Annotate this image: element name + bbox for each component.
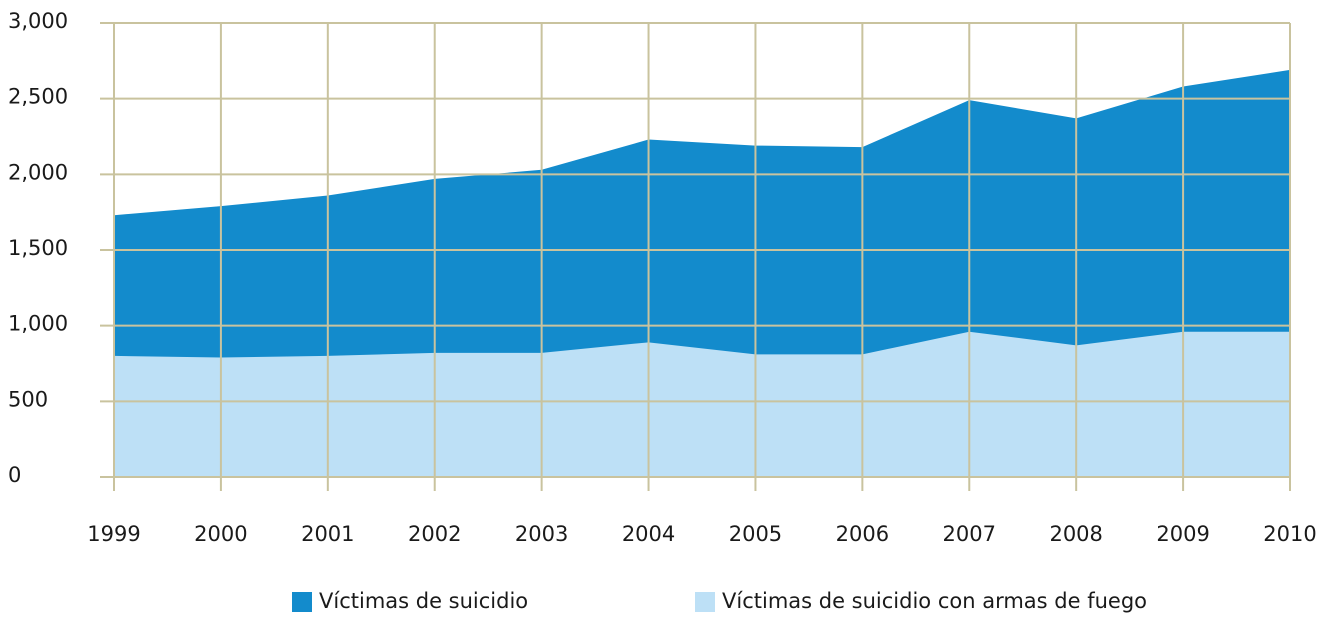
area <box>114 331 1290 477</box>
legend-swatch <box>695 592 715 612</box>
legend-label: Víctimas de suicidio <box>319 589 528 613</box>
x-tick-label: 1999 <box>87 522 140 546</box>
y-tick-label: 2,500 <box>8 85 68 109</box>
x-tick-label: 2000 <box>194 522 247 546</box>
y-tick-label: 2,000 <box>8 160 68 184</box>
x-tick-label: 2001 <box>301 522 354 546</box>
x-tick-label: 2004 <box>622 522 675 546</box>
y-tick-label: 1,000 <box>8 312 68 336</box>
x-tick-label: 2010 <box>1263 522 1316 546</box>
x-tick-label: 2006 <box>836 522 889 546</box>
x-tick-label: 2008 <box>1049 522 1102 546</box>
y-tick-label: 3,000 <box>8 9 68 33</box>
legend-label: Víctimas de suicidio con armas de fuego <box>722 589 1147 613</box>
x-tick-label: 2007 <box>943 522 996 546</box>
x-tick-label: 2002 <box>408 522 461 546</box>
y-tick-label: 0 <box>8 463 21 487</box>
x-tick-label: 2003 <box>515 522 568 546</box>
x-tick-label: 2009 <box>1156 522 1209 546</box>
y-tick-label: 500 <box>8 387 48 411</box>
x-tick-label: 2005 <box>729 522 782 546</box>
y-tick-label: 1,500 <box>8 236 68 260</box>
legend-swatch <box>292 592 312 612</box>
